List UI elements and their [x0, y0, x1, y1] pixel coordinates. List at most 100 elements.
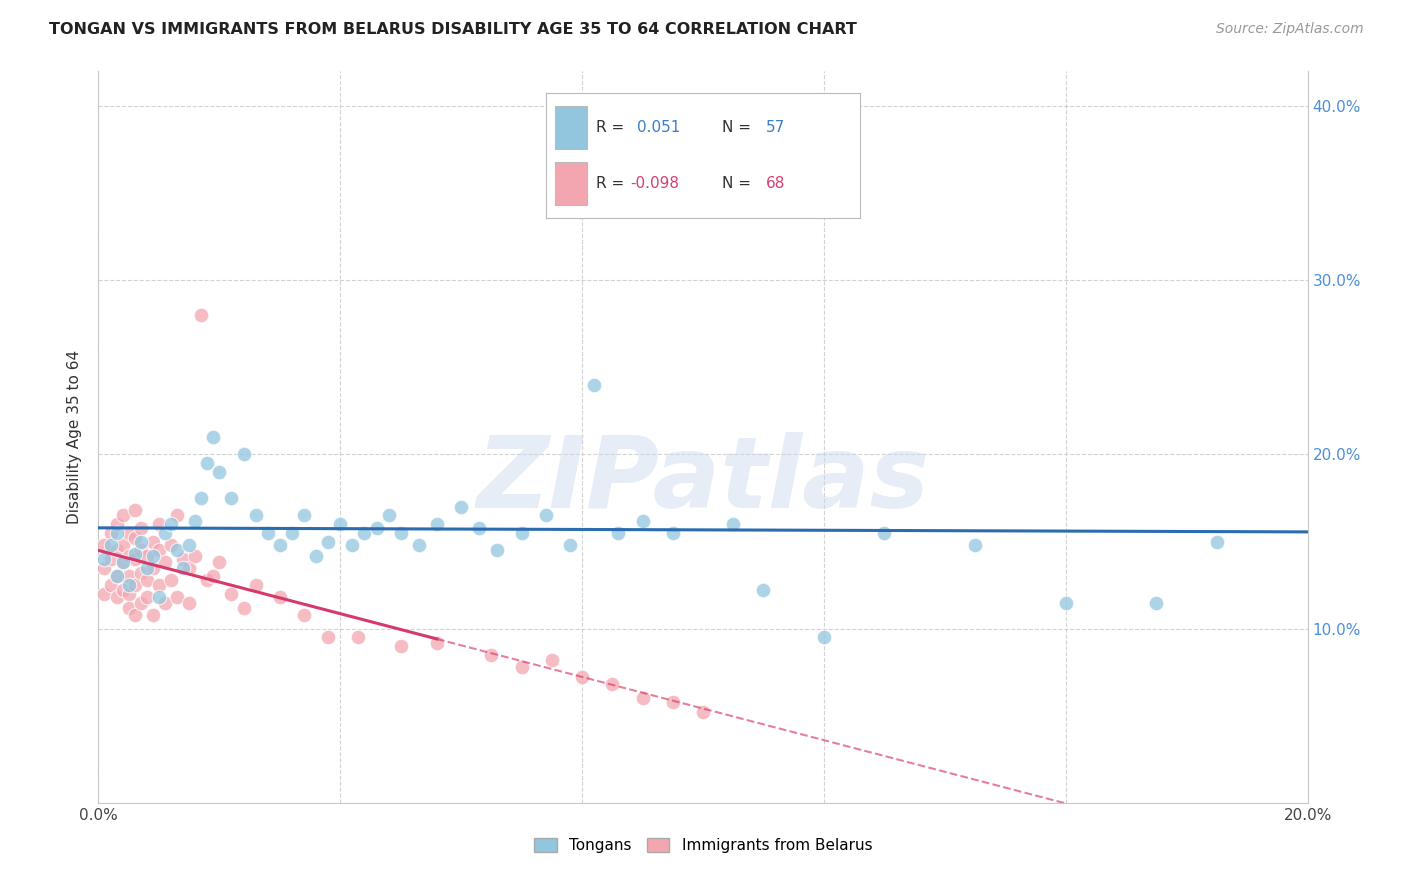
Point [160, 517, 183, 532]
Point [316, 534, 339, 549]
Point [100, 578, 122, 592]
Point [93, 538, 115, 552]
Point [510, 660, 533, 674]
Point [118, 569, 141, 583]
Point [129, 534, 152, 549]
Point [118, 587, 141, 601]
Point [93, 560, 115, 574]
Text: Source: ZipAtlas.com: Source: ZipAtlas.com [1216, 22, 1364, 37]
Point [692, 186, 714, 201]
Point [534, 508, 557, 523]
Point [631, 691, 654, 706]
Point [353, 525, 375, 540]
Point [100, 538, 122, 552]
Point [661, 695, 683, 709]
Point [172, 552, 194, 566]
Point [118, 549, 141, 563]
Point [135, 591, 157, 605]
Point [202, 569, 225, 583]
Text: TONGAN VS IMMIGRANTS FROM BELARUS DISABILITY AGE 35 TO 64 CORRELATION CHART: TONGAN VS IMMIGRANTS FROM BELARUS DISABI… [49, 22, 858, 37]
Text: ZIPatlas: ZIPatlas [477, 433, 929, 530]
Point [602, 677, 624, 691]
Point [292, 607, 315, 622]
Point [111, 556, 134, 570]
Point [93, 587, 115, 601]
Point [142, 607, 165, 622]
Point [202, 430, 225, 444]
Point [347, 631, 370, 645]
Point [166, 508, 188, 523]
Point [329, 517, 352, 532]
Point [124, 552, 146, 566]
Point [281, 525, 304, 540]
Point [245, 578, 267, 592]
Point [190, 308, 212, 322]
Point [148, 591, 170, 605]
Point [723, 517, 745, 532]
Point [292, 508, 315, 523]
Point [118, 578, 141, 592]
Point [142, 534, 165, 549]
Point [486, 543, 509, 558]
Point [111, 556, 134, 570]
Point [389, 639, 412, 653]
Point [142, 549, 165, 563]
Point [148, 517, 170, 532]
Point [245, 508, 267, 523]
Point [540, 653, 562, 667]
Point [105, 525, 128, 540]
Point [571, 670, 593, 684]
Point [269, 538, 291, 552]
Point [148, 543, 170, 558]
Point [256, 525, 278, 540]
Point [450, 500, 472, 514]
Point [366, 521, 388, 535]
Point [160, 573, 183, 587]
Point [195, 573, 218, 587]
Point [1206, 534, 1229, 549]
Point [408, 538, 430, 552]
Point [135, 560, 157, 574]
Point [232, 448, 254, 462]
Point [195, 456, 218, 470]
Point [1144, 595, 1167, 609]
Point [153, 525, 176, 540]
Point [426, 517, 449, 532]
Point [153, 595, 176, 609]
Point [93, 552, 115, 566]
Point [184, 514, 207, 528]
Point [269, 591, 291, 605]
Point [124, 503, 146, 517]
Point [118, 600, 141, 615]
Point [124, 547, 146, 561]
Point [316, 631, 339, 645]
Point [873, 525, 896, 540]
Point [166, 543, 188, 558]
Point [208, 465, 231, 479]
Point [305, 549, 328, 563]
Point [377, 508, 399, 523]
Point [160, 538, 183, 552]
Point [692, 705, 714, 719]
Point [124, 607, 146, 622]
Point [481, 648, 503, 662]
Point [105, 517, 128, 532]
Point [153, 556, 176, 570]
Point [111, 508, 134, 523]
Point [468, 521, 491, 535]
Point [129, 521, 152, 535]
Legend: Tongans, Immigrants from Belarus: Tongans, Immigrants from Belarus [526, 830, 880, 861]
Point [179, 560, 201, 574]
Point [208, 556, 231, 570]
Point [965, 538, 987, 552]
Point [172, 560, 194, 574]
Point [129, 595, 152, 609]
Point [166, 591, 188, 605]
Point [135, 573, 157, 587]
Point [190, 491, 212, 505]
Point [105, 591, 128, 605]
Point [148, 578, 170, 592]
Point [389, 525, 412, 540]
Point [631, 514, 654, 528]
Point [1054, 595, 1077, 609]
